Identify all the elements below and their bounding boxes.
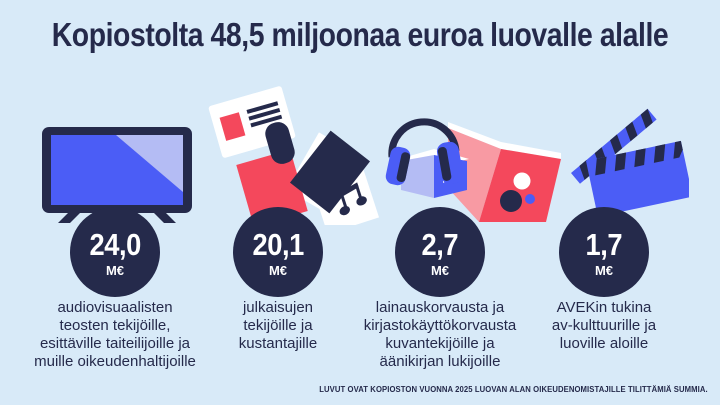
amount-value: 24,0 [89,227,141,262]
amount-unit: M€ [105,263,125,278]
publications-icon [208,86,380,225]
amount-value: 2,7 [421,227,459,262]
page-title: Kopiostolta 48,5 miljoonaa euroa luovall… [51,16,669,53]
column-label: lainauskorvausta ja kirjastokäyttökorvau… [363,299,517,370]
column-avek: 1,7 M€ AVEKin tukina av-kulttuurille ja … [519,85,689,385]
amount-value: 20,1 [252,227,304,262]
source-note: LUVUT OVAT KOPIOSTON VUONNA 2025 LUOVAN … [319,385,708,394]
amount-badge: 1,7 M€ [559,207,649,297]
amount-value: 1,7 [585,227,623,262]
amount-badge: 24,0 M€ [70,207,160,297]
amount-unit: M€ [594,263,614,278]
amount-badge: 2,7 M€ [395,207,485,297]
column-lending: 2,7 M€ lainauskorvausta ja kirjastokäytt… [355,85,561,385]
amount-unit: M€ [430,263,450,278]
column-label: julkaisujen tekijöille ja kustantajille [238,299,318,352]
tv-icon [42,127,192,223]
audiobook-and-book-icon [385,118,561,222]
column-audiovisual: 24,0 M€ audiovisuaalisten teosten tekijö… [30,85,200,385]
column-label: audiovisuaalisten teosten tekijöille, es… [34,299,196,370]
clapperboard-icon [571,108,689,217]
column-publications: 20,1 M€ julkaisujen tekijöille ja kustan… [193,85,380,385]
column-label: AVEKin tukina av-kulttuurille ja luovill… [551,299,657,352]
amount-badge: 20,1 M€ [233,207,323,297]
amount-unit: M€ [268,263,288,278]
